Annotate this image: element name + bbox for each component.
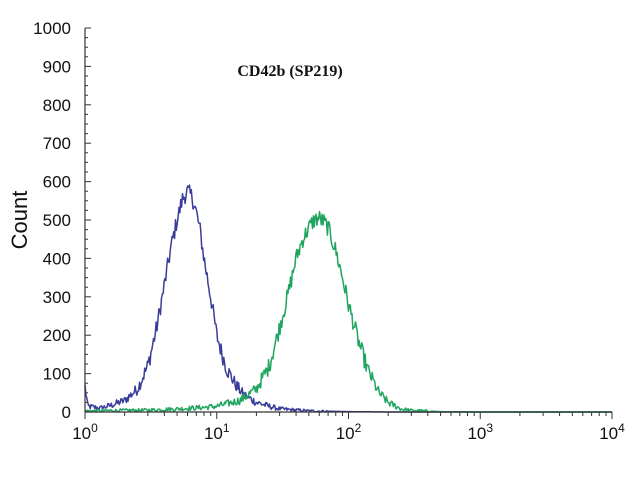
y-axis-label: Count bbox=[7, 191, 32, 250]
x-tick-label: 101 bbox=[204, 421, 230, 443]
y-tick-label: 0 bbox=[62, 403, 71, 422]
x-tick-label: 103 bbox=[467, 421, 493, 443]
series-group bbox=[84, 184, 612, 413]
y-tick-label: 900 bbox=[43, 57, 71, 76]
x-tick-label: 100 bbox=[72, 421, 98, 443]
y-tick-label: 800 bbox=[43, 96, 71, 115]
y-tick-label: 400 bbox=[43, 249, 71, 268]
x-axis-ticks: 100 101 102 103 104 bbox=[72, 412, 625, 443]
y-tick-label: 700 bbox=[43, 134, 71, 153]
x-tick-label: 104 bbox=[599, 421, 625, 443]
histogram-series-1 bbox=[84, 184, 612, 413]
y-tick-label: 200 bbox=[43, 326, 71, 345]
y-tick-label: 100 bbox=[43, 365, 71, 384]
chart-title: CD42b (SP219) bbox=[237, 63, 342, 80]
y-tick-label: 600 bbox=[43, 173, 71, 192]
y-tick-label: 300 bbox=[43, 288, 71, 307]
x-tick-label: 102 bbox=[336, 421, 362, 443]
histogram-series-2 bbox=[84, 210, 612, 413]
y-tick-label: 1000 bbox=[33, 19, 71, 38]
y-axis-ticks: 0 100 200 300 400 500 600 700 800 900 1000 bbox=[33, 19, 91, 422]
y-tick-label: 500 bbox=[43, 211, 71, 230]
